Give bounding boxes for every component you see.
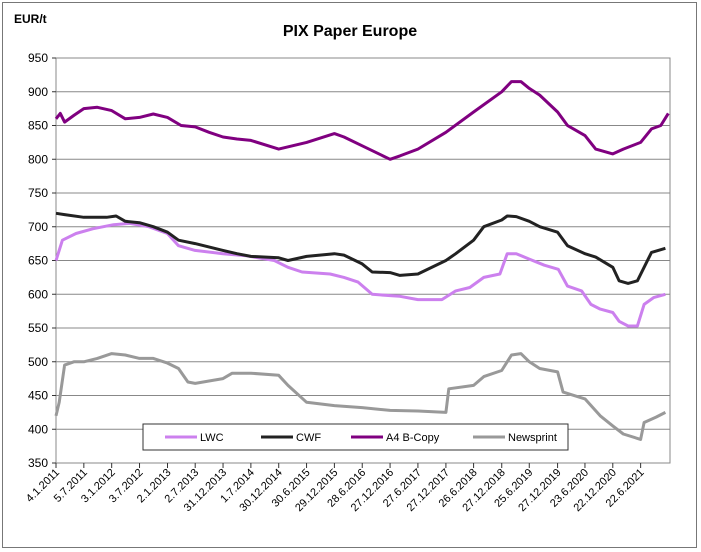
y-tick-label: 900 xyxy=(28,85,48,99)
y-tick-label: 400 xyxy=(28,422,48,436)
series-line-0 xyxy=(54,221,666,328)
legend-label: Newsprint xyxy=(508,432,557,444)
y-tick-label: 950 xyxy=(28,51,48,65)
x-axis-ticks: 4.1.20115.7.20113.1.20123.7.20122.1.2013… xyxy=(24,463,647,514)
series-line-3 xyxy=(54,352,667,441)
legend-label: LWC xyxy=(200,432,224,444)
y-axis-unit-label: EUR/t xyxy=(14,12,47,26)
y-tick-label: 650 xyxy=(28,254,48,268)
y-tick-label: 500 xyxy=(28,355,48,369)
legend-label: A4 B-Copy xyxy=(386,432,440,444)
y-tick-label: 800 xyxy=(28,152,48,166)
y-tick-label: 750 xyxy=(28,186,48,200)
y-tick-label: 700 xyxy=(28,220,48,234)
y-tick-label: 550 xyxy=(28,321,48,335)
series-line-2 xyxy=(54,80,670,161)
chart-title: PIX Paper Europe xyxy=(283,23,417,40)
series-lines xyxy=(54,80,670,441)
grid-lines xyxy=(56,57,670,464)
legend-label: CWF xyxy=(296,432,321,444)
y-tick-label: 850 xyxy=(28,119,48,133)
y-axis-ticks: 350 400 450 500 550 600 650 700 750 800 850 900 950 xyxy=(28,51,56,470)
series-line-1 xyxy=(55,211,666,285)
y-tick-label: 600 xyxy=(28,287,48,301)
y-tick-label: 450 xyxy=(28,389,48,403)
legend: LWC CWF A4 B-Copy Newsprint xyxy=(142,423,569,451)
y-tick-label: 350 xyxy=(28,456,48,470)
